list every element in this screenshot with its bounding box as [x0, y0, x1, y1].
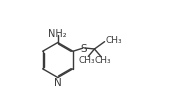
Text: S: S: [80, 43, 87, 53]
Text: N: N: [54, 77, 62, 87]
Text: CH₃: CH₃: [78, 55, 95, 64]
Text: CH₃: CH₃: [94, 55, 111, 64]
Text: NH₂: NH₂: [48, 29, 67, 39]
Text: CH₃: CH₃: [106, 36, 122, 45]
